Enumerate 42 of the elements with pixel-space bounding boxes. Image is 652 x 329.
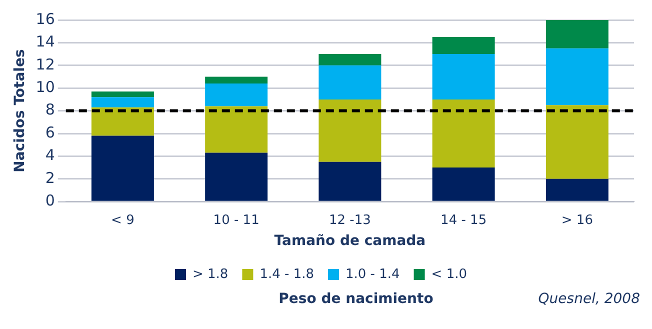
x-axis-title: Tamaño de camada: [274, 233, 426, 250]
legend-title: Peso de nacimiento: [278, 291, 434, 307]
y-tick-label: 12: [36, 55, 55, 74]
y-tick-label: 0: [45, 191, 55, 210]
bar: [432, 37, 495, 54]
bar: [432, 54, 495, 100]
bar: [432, 99, 495, 168]
bar: [205, 152, 268, 201]
y-tick-label: 4: [45, 146, 55, 164]
bar: [205, 106, 268, 153]
bar: [546, 178, 608, 201]
x-tick-label: 12 -13: [328, 212, 371, 228]
bar: [205, 84, 268, 106]
bar: [318, 99, 382, 162]
x-tick-label: < 9: [111, 212, 134, 228]
bar: [546, 105, 608, 179]
y-tick-label: 16: [36, 10, 55, 28]
x-tick-label: 10 - 11: [213, 212, 260, 228]
bar: [205, 76, 268, 84]
legend-label: 1.4 - 1.8: [260, 266, 314, 282]
bar: [546, 48, 608, 106]
x-tick-label: 14 - 15: [440, 212, 487, 228]
bar: [318, 65, 382, 100]
bar: [91, 107, 154, 136]
bar: [91, 92, 154, 98]
legend-label: 1.0 - 1.4: [346, 266, 400, 282]
y-tick-label: 14: [36, 32, 55, 51]
x-tick-label: > 16: [561, 212, 593, 228]
legend-label: < 1.0: [431, 266, 468, 282]
y-axis-title: Nacidos Totales: [12, 49, 28, 172]
bar: [546, 20, 608, 48]
bar: [318, 54, 382, 66]
y-tick-label: 8: [45, 100, 55, 119]
bar: [318, 162, 382, 201]
bar: [91, 97, 154, 108]
y-tick-label: 6: [45, 123, 55, 142]
text: Quesnel, 2008: [538, 291, 640, 307]
bar: [432, 168, 495, 201]
legend-label: > 1.8: [192, 266, 228, 282]
bar: [91, 136, 154, 201]
y-tick-label: 10: [36, 78, 55, 96]
y-tick-label: 2: [45, 168, 55, 187]
